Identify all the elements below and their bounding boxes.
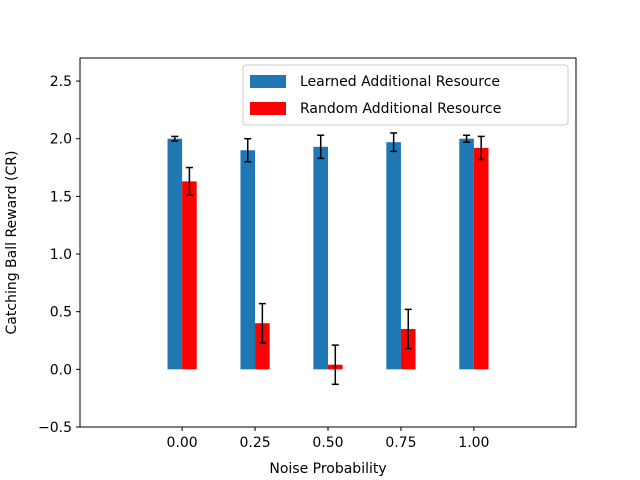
error-bar-random-0.25 <box>258 302 266 344</box>
legend-label-learned: Learned Additional Resource <box>300 74 500 90</box>
error-bar-learned-0.25 <box>244 137 252 163</box>
bar-learned-0.75 <box>386 142 401 370</box>
x-tick-label: 0.25 <box>239 435 270 451</box>
bar-learned-0.00 <box>167 138 183 370</box>
error-bar-random-0.75 <box>404 308 412 350</box>
y-axis: −0.5 0.0 0.5 1.0 1.5 2.0 2.5 <box>38 74 80 436</box>
error-bars-layer <box>171 132 485 386</box>
bar-random-1.00 <box>473 147 489 370</box>
error-bar-random-0.50 <box>331 344 339 386</box>
y-tick-label: 1.0 <box>50 247 72 263</box>
bar-learned-0.25 <box>240 150 256 370</box>
bar-random-0.25 <box>255 323 270 370</box>
y-tick-label: 2.5 <box>50 74 72 90</box>
error-bar-learned-0.00 <box>171 135 179 142</box>
legend-swatch-random <box>250 102 286 115</box>
bars-layer <box>167 138 489 370</box>
y-tick-label: 2.0 <box>50 132 72 148</box>
y-tick-label: 0.0 <box>50 362 72 378</box>
x-tick-label: 0.00 <box>167 435 198 451</box>
error-bar-learned-0.75 <box>390 132 398 153</box>
y-tick-label: 1.5 <box>50 189 72 205</box>
y-axis-title: Catching Ball Reward (CR) <box>4 151 20 335</box>
bar-learned-1.00 <box>459 138 474 370</box>
bar-learned-0.50 <box>313 146 328 370</box>
y-tick-label: −0.5 <box>38 420 72 436</box>
x-axis-title: Noise Probability <box>269 461 386 477</box>
bar-random-0.00 <box>182 181 197 370</box>
legend-box <box>242 64 569 126</box>
x-tick-label: 0.75 <box>385 435 416 451</box>
legend-label-random: Random Additional Resource <box>300 101 501 117</box>
error-bar-learned-1.00 <box>463 134 471 143</box>
legend-swatch-learned <box>250 75 286 88</box>
error-bar-random-0.00 <box>185 166 193 196</box>
error-bar-learned-0.50 <box>317 134 325 160</box>
x-tick-label: 0.50 <box>312 435 343 451</box>
x-axis: 0.00 0.25 0.50 0.75 1.00 <box>167 427 489 451</box>
y-tick-label: 0.5 <box>50 305 72 321</box>
error-bar-random-1.00 <box>477 135 485 161</box>
x-tick-label: 1.00 <box>458 435 489 451</box>
legend: Learned Additional Resource Random Addit… <box>242 64 569 126</box>
